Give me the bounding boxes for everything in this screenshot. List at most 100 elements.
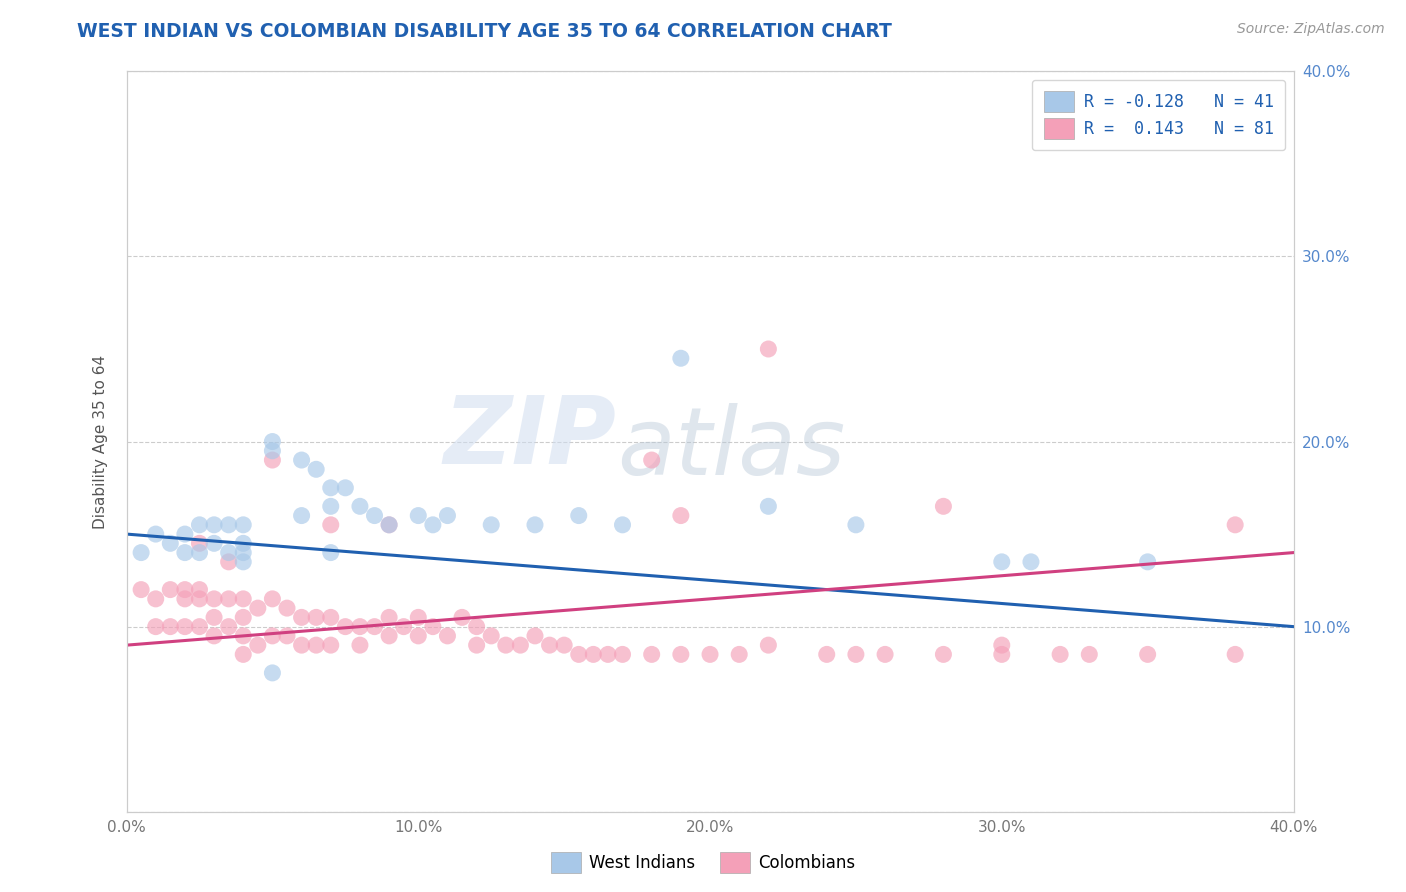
Point (319, 500, 342, 514)
Point (174, 591, 197, 606)
Point (218, 517, 240, 532)
Point (349, 500, 371, 514)
Point (188, 582, 211, 597)
Point (232, 629, 254, 643)
Point (524, 517, 547, 532)
Point (363, 619, 385, 633)
Point (422, 619, 444, 633)
Point (159, 582, 181, 597)
Point (495, 638, 517, 652)
Point (232, 536, 254, 550)
Point (451, 610, 474, 624)
Point (756, 638, 779, 652)
Point (568, 508, 591, 523)
Point (188, 545, 211, 560)
Point (669, 351, 692, 366)
Point (290, 610, 312, 624)
Point (276, 601, 298, 615)
Point (319, 610, 342, 624)
Point (990, 638, 1012, 652)
Point (218, 591, 240, 606)
Point (145, 619, 167, 633)
Point (335, 619, 357, 633)
Point (640, 648, 664, 662)
Point (319, 481, 342, 495)
Point (202, 629, 225, 643)
Point (129, 545, 152, 560)
Point (408, 508, 430, 523)
Point (378, 517, 401, 532)
Point (218, 619, 240, 633)
Point (756, 500, 779, 514)
Point (262, 665, 284, 680)
Point (408, 629, 430, 643)
Point (612, 648, 634, 662)
Point (378, 517, 401, 532)
Point (246, 638, 269, 652)
Point (422, 517, 444, 532)
Point (932, 648, 955, 662)
Point (262, 443, 284, 458)
Point (1019, 555, 1042, 569)
Point (582, 648, 605, 662)
Point (262, 434, 284, 449)
Point (363, 508, 385, 523)
Point (640, 453, 664, 467)
Text: Source: ZipAtlas.com: Source: ZipAtlas.com (1237, 22, 1385, 37)
Point (378, 629, 401, 643)
Point (262, 629, 284, 643)
Point (232, 591, 254, 606)
Point (1136, 648, 1159, 662)
Point (612, 517, 634, 532)
Point (232, 545, 254, 560)
Point (276, 629, 298, 643)
Legend: West Indians, Colombians: West Indians, Colombians (544, 846, 862, 880)
Point (349, 638, 371, 652)
Point (305, 638, 328, 652)
Point (174, 619, 197, 633)
Point (479, 517, 502, 532)
Point (1049, 648, 1071, 662)
Point (699, 648, 721, 662)
Point (553, 638, 575, 652)
Point (845, 517, 868, 532)
Point (436, 508, 458, 523)
Point (262, 591, 284, 606)
Point (990, 648, 1012, 662)
Point (1136, 555, 1159, 569)
Point (436, 629, 458, 643)
Point (290, 638, 312, 652)
Point (538, 638, 561, 652)
Point (188, 591, 211, 606)
Point (159, 619, 181, 633)
Point (932, 500, 955, 514)
Point (1223, 517, 1246, 532)
Point (319, 638, 342, 652)
Point (174, 527, 197, 541)
Point (568, 648, 591, 662)
Point (335, 481, 357, 495)
Point (246, 601, 269, 615)
Point (509, 638, 531, 652)
Point (728, 648, 751, 662)
Point (669, 648, 692, 662)
Point (465, 638, 488, 652)
Point (349, 619, 371, 633)
Point (174, 545, 197, 560)
Point (392, 619, 415, 633)
Point (188, 536, 211, 550)
Point (524, 629, 547, 643)
Point (305, 462, 328, 476)
Point (202, 517, 225, 532)
Point (1223, 648, 1246, 662)
Point (145, 527, 167, 541)
Point (319, 545, 342, 560)
Point (202, 610, 225, 624)
Point (669, 508, 692, 523)
Point (756, 342, 779, 356)
Point (305, 610, 328, 624)
Point (990, 555, 1012, 569)
Text: ZIP: ZIP (444, 392, 617, 483)
Point (188, 517, 211, 532)
Point (174, 582, 197, 597)
